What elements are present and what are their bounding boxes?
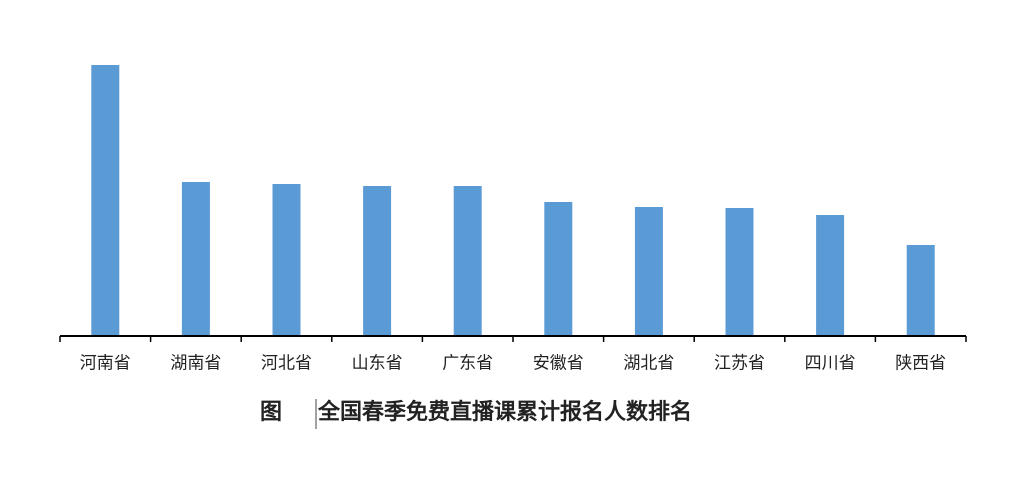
bar [181,182,210,336]
x-tick-label: 四川省 [805,354,856,374]
x-tick-label: 广东省 [442,354,493,374]
x-tick-label: 河南省 [80,354,131,374]
bar [634,207,663,336]
bar [816,215,845,336]
x-tick-label: 湖北省 [623,354,674,374]
bar [544,202,573,336]
x-tick-label: 江苏省 [714,354,765,374]
x-tick-label: 山东省 [352,354,403,374]
bar [91,65,120,336]
x-tick-label: 安徽省 [533,354,584,374]
x-tick-label: 陕西省 [895,354,946,374]
bar [906,245,935,336]
figure-label: 图 [260,399,282,425]
x-tick-label: 河北省 [261,354,312,374]
x-tick-label: 湖南省 [170,354,221,374]
bar [453,186,482,336]
chart-title: 全国春季免费直播课累计报名人数排名 [317,399,692,425]
bar [725,208,754,336]
bar [272,184,301,336]
bar [363,186,392,336]
